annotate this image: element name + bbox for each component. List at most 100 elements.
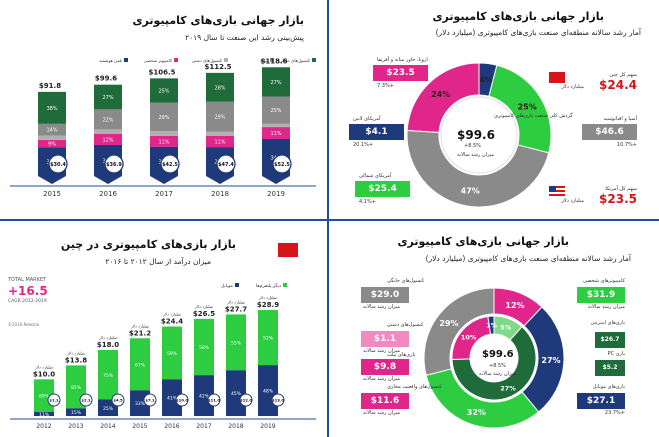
bl-source: ©2016 Newzoo bbox=[8, 322, 40, 327]
bar-segment bbox=[206, 135, 234, 148]
bar-segment bbox=[130, 338, 150, 391]
region-value-na: $25.4 bbox=[355, 181, 410, 197]
donut-slice bbox=[406, 129, 550, 208]
region-value-china: $24.4 bbox=[599, 78, 637, 92]
legend-swatch bbox=[124, 58, 128, 62]
vertical-divider bbox=[327, 0, 329, 437]
circle-value: $13.0 bbox=[272, 398, 284, 403]
circle-badge bbox=[111, 393, 125, 407]
circle-value: $12.0 bbox=[240, 398, 252, 403]
tr-title: بازار جهانی بازی‌های کامپیوتری bbox=[432, 10, 604, 23]
bar-segment bbox=[98, 350, 118, 400]
br-left-caption-0: میزان رشد سالانه bbox=[363, 304, 401, 310]
br-subtitle: آمار رشد سالانه منطقه‌ای صنعت بازی‌های ک… bbox=[425, 254, 631, 263]
bar-segment bbox=[94, 134, 122, 145]
x-tick-label: 2017 bbox=[155, 190, 173, 198]
bar-total-label: $99.6 bbox=[95, 75, 117, 83]
tr-center-caption: میزان رشد سالانه bbox=[457, 152, 495, 158]
circle-badge bbox=[272, 154, 292, 174]
region-growth-na: +4.1% bbox=[359, 199, 376, 205]
br-right-label-2: بازی PC bbox=[607, 351, 625, 357]
bar-segment bbox=[162, 326, 182, 380]
bar-segment bbox=[150, 102, 178, 132]
circle-value: $42.5 bbox=[162, 162, 178, 168]
circle-badge bbox=[47, 393, 61, 407]
segment-label: 28% bbox=[214, 85, 225, 91]
br-chart: 29% 12% 27% 32% 5% 27% 10% 1% bbox=[423, 287, 565, 429]
segment-label: 14% bbox=[46, 128, 57, 134]
slice-label: 12% bbox=[505, 301, 524, 310]
tl-title: بازار جهانی بازی‌های کامپیوتری bbox=[132, 14, 304, 27]
circle-badge bbox=[104, 154, 124, 174]
region-growth-apac: +10.7% bbox=[616, 142, 637, 148]
bar-total-label: $27.7 bbox=[225, 305, 247, 313]
circle-value: $47.4 bbox=[218, 162, 234, 168]
bar-segment bbox=[206, 72, 234, 102]
region-growth-latam: +20.1% bbox=[353, 142, 374, 148]
legend-label: تلفن هوشمند bbox=[99, 58, 123, 63]
tr-center-label: گردش کلی صنعت بازی‌های کامپیوتری bbox=[494, 113, 573, 119]
segment-label: 33% bbox=[135, 401, 146, 407]
segment-label: 42% bbox=[199, 394, 210, 400]
region-label-china: سهم کل چین bbox=[609, 72, 637, 78]
segment-label: 9% bbox=[48, 142, 56, 148]
segment-label: 55% bbox=[231, 340, 242, 346]
segment-label: 25% bbox=[103, 406, 114, 412]
bar-tip bbox=[262, 176, 290, 184]
bl-subtitle: میزان درآمد از سال ۲۰۱۲ تا ۲۰۱۶ bbox=[105, 257, 211, 266]
donut-slice bbox=[425, 368, 540, 429]
segment-label: 41% bbox=[167, 396, 178, 402]
slice-label: 4% bbox=[479, 75, 493, 84]
segment-label: 27% bbox=[102, 95, 113, 101]
china-flag-icon bbox=[549, 72, 565, 83]
slice-label: 25% bbox=[518, 102, 537, 111]
x-tick-label: 2018 bbox=[228, 423, 243, 430]
legend-swatch bbox=[270, 58, 274, 62]
slice-label: 32% bbox=[467, 408, 486, 417]
x-tick-label: 2016 bbox=[99, 190, 117, 198]
circle-value: $30.4 bbox=[50, 162, 66, 168]
bar-total-label: $21.2 bbox=[129, 329, 151, 337]
br-center-caption: میزان رشد سالانه bbox=[479, 371, 517, 377]
bar-total-label: $91.8 bbox=[39, 82, 61, 90]
legend-swatch bbox=[283, 283, 287, 287]
br-left-label-0: کنسول‌های خانگی bbox=[387, 278, 425, 284]
slice-label: 27% bbox=[541, 356, 560, 365]
slice-label: 29% bbox=[439, 319, 458, 328]
x-tick-label: 2019 bbox=[260, 423, 275, 430]
br-left-label-1: کنسول‌های دستی bbox=[387, 322, 424, 328]
bar-total-label: $10.0 bbox=[33, 370, 55, 378]
bar-tip bbox=[150, 176, 178, 184]
br-center-value: $99.6 bbox=[482, 349, 514, 360]
unit-label: میلیارد دلار bbox=[66, 350, 85, 355]
segment-label: 11% bbox=[39, 412, 50, 418]
legend-label: کنسول‌های دستی bbox=[192, 58, 222, 63]
segment-label: 11% bbox=[270, 131, 281, 137]
circle-value: $4.5 bbox=[113, 398, 123, 403]
bar-segment bbox=[66, 408, 86, 416]
panel-platform-donut: بازار جهانی بازی‌های کامپیوتری آمار رشد … bbox=[329, 221, 659, 437]
bar-segment bbox=[206, 101, 234, 132]
legend-swatch bbox=[224, 58, 228, 62]
segment-label: 67% bbox=[135, 362, 146, 368]
legend-swatch bbox=[235, 283, 239, 287]
bar-total-label: $118.6 bbox=[260, 57, 287, 65]
segment-label: 38% bbox=[46, 106, 57, 112]
usa-flag-icon bbox=[549, 186, 565, 197]
circle-badge bbox=[239, 393, 253, 407]
unit-label: میلیارد دلار bbox=[226, 299, 245, 304]
segment-label: 48% bbox=[263, 389, 274, 395]
bar-segment bbox=[38, 123, 66, 136]
legend-label: موبایل bbox=[221, 284, 234, 289]
bar-segment bbox=[226, 370, 246, 416]
br-right-value-0: $31.9 bbox=[577, 287, 625, 303]
unit-label: میلیارد دلار bbox=[194, 304, 213, 309]
bar-segment bbox=[94, 109, 122, 130]
tl-subtitle: پیش‌بینی رشد این صنعت تا سال ۲۰۱۹ bbox=[185, 33, 304, 42]
bar-segment bbox=[38, 135, 66, 140]
horizontal-divider bbox=[0, 219, 659, 221]
legend-label: دیگر پلتفرم‌ها bbox=[256, 282, 281, 289]
circle-badge bbox=[271, 393, 285, 407]
segment-label: 27% bbox=[270, 80, 281, 86]
circle-badge bbox=[143, 393, 157, 407]
